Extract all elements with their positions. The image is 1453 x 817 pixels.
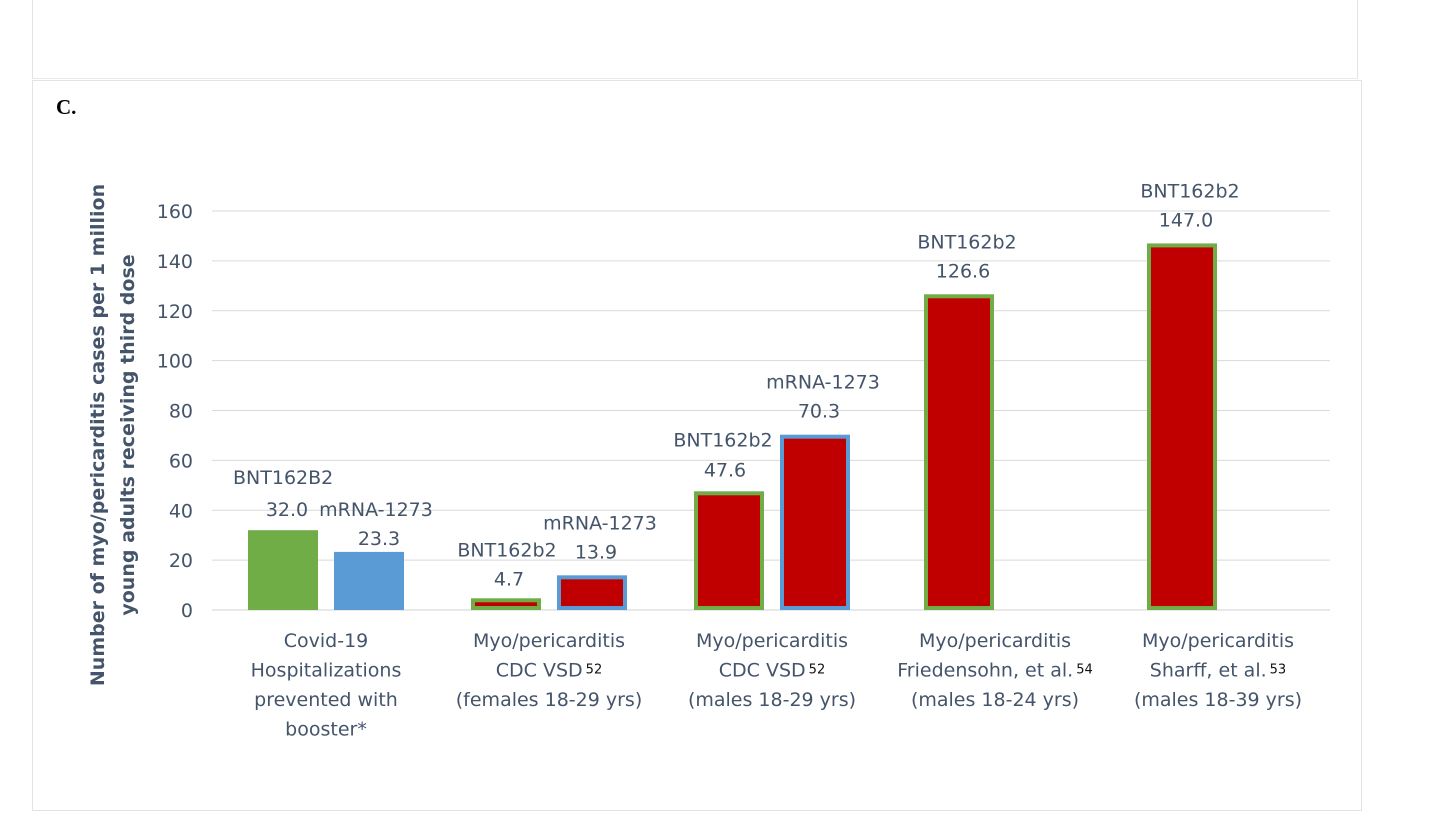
panel-label: C. [56, 95, 77, 119]
y-tick-label: 20 [169, 550, 193, 572]
bar-series-label: BNT162b2 [457, 539, 556, 561]
bar [780, 434, 850, 610]
bar-value-label: 13.9 [575, 541, 617, 563]
x-category-label: prevented with [254, 689, 398, 711]
figure-panel [32, 80, 1362, 811]
bar [557, 575, 627, 610]
bar-value-label: 126.6 [936, 260, 990, 282]
x-category-label: CDC VSD 52 [719, 660, 825, 682]
y-axis-title: young adults receiving third dose [117, 254, 139, 615]
bar-value-label: 32.0 [266, 499, 308, 521]
x-category-label: Sharff, et al. 53 [1150, 660, 1286, 682]
y-tick-label: 80 [169, 401, 193, 423]
x-category-label: Covid-19 [284, 630, 369, 652]
bar-series-label: mRNA-1273 [543, 512, 657, 534]
x-category-label: CDC VSD 52 [496, 660, 602, 682]
bar-value-label: 70.3 [798, 401, 840, 423]
bar [248, 530, 318, 610]
x-category-label: (males 18-39 yrs) [1134, 689, 1302, 711]
top-panel [32, 0, 1358, 79]
bar-value-label: 4.7 [494, 568, 524, 590]
y-tick-label: 60 [169, 450, 193, 472]
bar [1147, 243, 1217, 610]
bar [924, 294, 994, 610]
x-category-label: Myo/pericarditis [919, 630, 1071, 652]
x-category-label: Hospitalizations [251, 660, 402, 682]
y-tick-label: 100 [157, 351, 193, 373]
bar-value-label: 23.3 [358, 528, 400, 550]
y-tick-label: 120 [157, 301, 193, 323]
bar-series-label: BNT162b2 [917, 231, 1016, 253]
bar [694, 491, 764, 610]
y-tick-label: 160 [157, 201, 193, 223]
x-category-label: (females 18-29 yrs) [456, 689, 642, 711]
bar-value-label: 47.6 [704, 459, 746, 481]
x-category-label: booster* [285, 719, 367, 741]
y-tick-label: 40 [169, 500, 193, 522]
bar-series-label: mRNA-1273 [766, 372, 880, 394]
y-tick-label: 0 [181, 600, 193, 622]
bar-series-label: BNT162B2 [233, 467, 333, 489]
bar [471, 598, 541, 610]
x-category-label: (males 18-24 yrs) [911, 689, 1079, 711]
x-category-label: (males 18-29 yrs) [688, 689, 856, 711]
y-tick-label: 140 [157, 251, 193, 273]
bar [334, 551, 404, 610]
y-axis-title: Number of myo/pericarditis cases per 1 m… [87, 184, 109, 686]
x-category-label: Myo/pericarditis [473, 630, 625, 652]
bar-series-label: BNT162b2 [1140, 180, 1239, 202]
x-category-label: Friedensohn, et al. 54 [897, 660, 1093, 682]
x-category-label: Myo/pericarditis [1142, 630, 1294, 652]
bar-value-label: 147.0 [1159, 209, 1213, 231]
bar-series-label: mRNA-1273 [319, 499, 433, 521]
x-category-label: Myo/pericarditis [696, 630, 848, 652]
bar-series-label: BNT162b2 [673, 429, 772, 451]
